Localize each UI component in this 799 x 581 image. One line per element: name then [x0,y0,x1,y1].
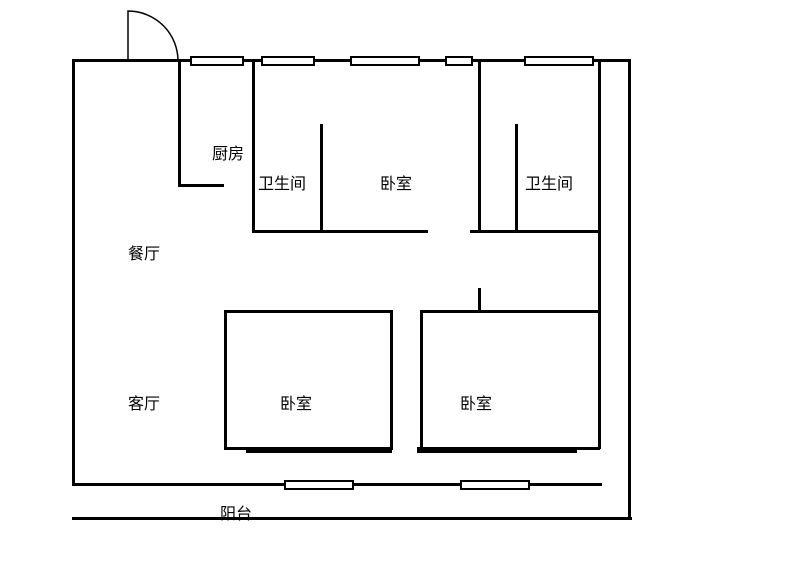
wall-thick [417,447,577,453]
wall [320,124,323,230]
label-dining: 餐厅 [128,240,160,264]
window [190,56,244,66]
label-bedroom-mid: 卧室 [280,390,312,414]
label-balcony: 阳台 [220,500,252,524]
label-kitchen: 厨房 [212,140,244,164]
window [284,480,354,490]
window [350,56,420,66]
wall [72,59,178,62]
label-bathroom-left: 卫生间 [258,170,306,194]
wall [574,447,600,450]
wall [598,59,601,449]
wall [515,124,518,230]
wall [72,59,75,485]
wall [224,310,227,450]
label-bedroom-top: 卧室 [380,170,412,194]
floorplan-canvas: 厨房 卫生间 卧室 卫生间 餐厅 客厅 卧室 卧室 阳台 [0,0,799,581]
wall [180,184,224,187]
wall [390,310,393,450]
wall [224,310,392,313]
wall-thick [246,447,392,453]
wall [420,310,600,313]
wall [598,59,630,62]
wall [478,59,481,233]
wall [628,59,631,455]
wall [320,230,428,233]
label-bedroom-right: 卧室 [460,390,492,414]
window [460,480,530,490]
label-living: 客厅 [128,390,160,414]
wall [252,230,322,233]
window [445,56,473,66]
wall [72,517,632,520]
entry-door-arc [126,8,182,64]
window [524,56,594,66]
wall [178,59,181,187]
wall [420,310,423,450]
window [261,56,315,66]
label-bathroom-right: 卫生间 [525,170,573,194]
wall [252,59,255,233]
wall [515,230,601,233]
wall [628,453,631,519]
wall [478,288,481,312]
